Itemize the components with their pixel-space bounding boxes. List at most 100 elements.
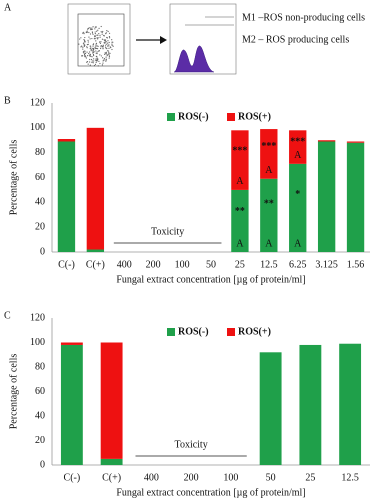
dot — [81, 45, 83, 47]
y-tick-label: 120 — [30, 97, 45, 108]
dot — [89, 64, 91, 66]
panel-label: C — [4, 310, 11, 321]
dot — [101, 64, 104, 66]
dot — [96, 45, 98, 47]
bar-segment — [260, 178, 278, 252]
significance: ** — [235, 206, 245, 217]
dot — [96, 34, 98, 36]
dot — [85, 56, 87, 58]
dot — [94, 31, 96, 33]
scatter-dots — [78, 25, 114, 67]
dot — [92, 45, 94, 47]
dot — [111, 48, 113, 51]
dot — [81, 55, 83, 57]
dot — [85, 57, 87, 59]
dot — [99, 36, 101, 38]
dot — [91, 37, 93, 40]
significance: ** — [264, 199, 274, 210]
bar-segment — [317, 140, 336, 142]
group-letter: A — [265, 238, 273, 249]
dot — [87, 39, 89, 42]
bar-segment — [100, 458, 123, 465]
dot — [90, 45, 92, 47]
legend-swatch — [227, 328, 235, 336]
significance: * — [295, 189, 300, 200]
dot — [103, 59, 105, 61]
dot — [95, 55, 97, 57]
dot — [108, 35, 111, 38]
dot — [105, 59, 107, 61]
dot — [96, 30, 98, 32]
dot — [96, 47, 98, 50]
dot — [86, 51, 88, 53]
dot — [97, 38, 99, 40]
dot — [103, 57, 106, 60]
y-tick-label: 0 — [40, 246, 45, 257]
group-letter: A — [236, 238, 244, 249]
dot — [82, 46, 84, 48]
dot — [108, 54, 110, 56]
dot — [103, 42, 105, 44]
dot — [91, 27, 93, 29]
dot — [86, 47, 88, 49]
y-tick-label: 60 — [35, 386, 45, 397]
dot — [80, 37, 82, 39]
dot — [83, 43, 85, 46]
annotation: Toxicity — [175, 439, 208, 450]
dot — [107, 42, 109, 44]
y-tick-label: 0 — [40, 459, 45, 470]
dot — [106, 54, 108, 57]
bar-segment — [57, 141, 76, 252]
note: M1 –ROS non-producing cells — [242, 12, 365, 23]
y-tick-label: 100 — [30, 122, 45, 133]
dot — [105, 32, 107, 34]
dot — [99, 62, 101, 65]
dot — [90, 58, 93, 61]
y-tick-label: 40 — [35, 197, 45, 208]
dot — [89, 54, 92, 56]
dot — [109, 52, 111, 54]
dot — [107, 50, 109, 52]
significance: *** — [232, 145, 247, 156]
dot — [82, 52, 85, 54]
dot — [102, 30, 104, 33]
y-tick-label: 40 — [35, 410, 45, 421]
dot — [110, 47, 112, 49]
dot — [93, 60, 95, 62]
dot — [83, 39, 85, 41]
dot — [90, 47, 92, 49]
legend-label: ROS(+) — [238, 111, 271, 122]
dot — [108, 41, 110, 44]
y-axis-title: Percentage of cells — [8, 354, 19, 430]
dot — [100, 31, 102, 33]
dot — [108, 51, 110, 53]
x-tick-label: C(+) — [86, 259, 105, 270]
dot — [84, 52, 86, 54]
gate — [77, 13, 125, 67]
dot — [100, 47, 102, 50]
dot — [111, 43, 113, 45]
dot — [90, 29, 92, 31]
dot — [111, 39, 113, 41]
dot — [92, 33, 94, 35]
dot — [86, 30, 88, 32]
dot — [107, 45, 109, 47]
dot — [92, 26, 94, 28]
significance: *** — [290, 136, 305, 147]
dot — [100, 55, 102, 57]
dot — [96, 51, 98, 53]
dot — [91, 32, 94, 34]
bar-segment — [299, 344, 322, 465]
dot — [101, 32, 103, 34]
dot — [91, 28, 93, 31]
dot — [84, 41, 86, 43]
x-tick-label: 12.5 — [341, 472, 359, 483]
dot — [102, 62, 104, 64]
dot — [91, 61, 93, 63]
dot — [87, 63, 89, 65]
dot — [93, 38, 95, 40]
dot — [99, 42, 102, 44]
dot — [82, 48, 84, 50]
legend-swatch — [167, 328, 175, 336]
